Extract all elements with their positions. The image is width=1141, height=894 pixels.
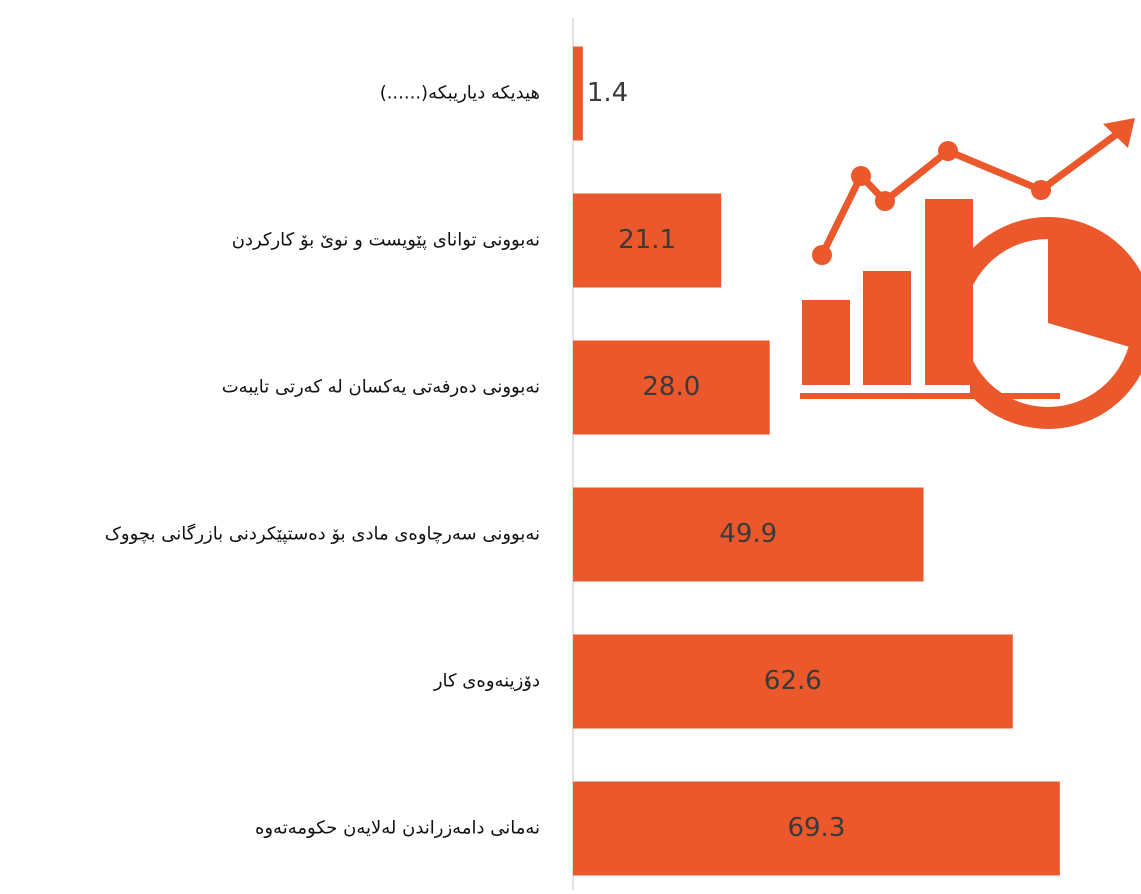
category-label: نەبوونی دەرفەتی یەکسان لە کەرتی تایبەت (222, 377, 540, 398)
category-label: نەبوونی توانای پێویست و نوێ بۆ کارکردن (232, 230, 540, 251)
value-label: 1.4 (587, 78, 628, 108)
bar (573, 46, 583, 141)
bar (573, 340, 770, 435)
value-label: 21.1 (618, 225, 676, 255)
category-label: نەمانی دامەزراندن لەلایەن حکومەتەوە (255, 818, 540, 839)
value-label: 49.9 (719, 519, 777, 549)
value-label: 28.0 (642, 372, 700, 402)
bar (573, 487, 924, 582)
category-label: نەبوونی سەرچاوەی مادی بۆ دەستپێکردنی باز… (105, 523, 540, 545)
bar (573, 193, 722, 288)
category-label: دۆزینەوەی کار (433, 671, 540, 692)
category-label: هیدیکه دیاریبکه(......) (380, 83, 540, 104)
bar (573, 634, 1013, 729)
value-label: 62.6 (764, 666, 822, 696)
decorative-icon (795, 118, 1141, 440)
bar (573, 781, 1060, 876)
value-label: 69.3 (787, 813, 845, 843)
